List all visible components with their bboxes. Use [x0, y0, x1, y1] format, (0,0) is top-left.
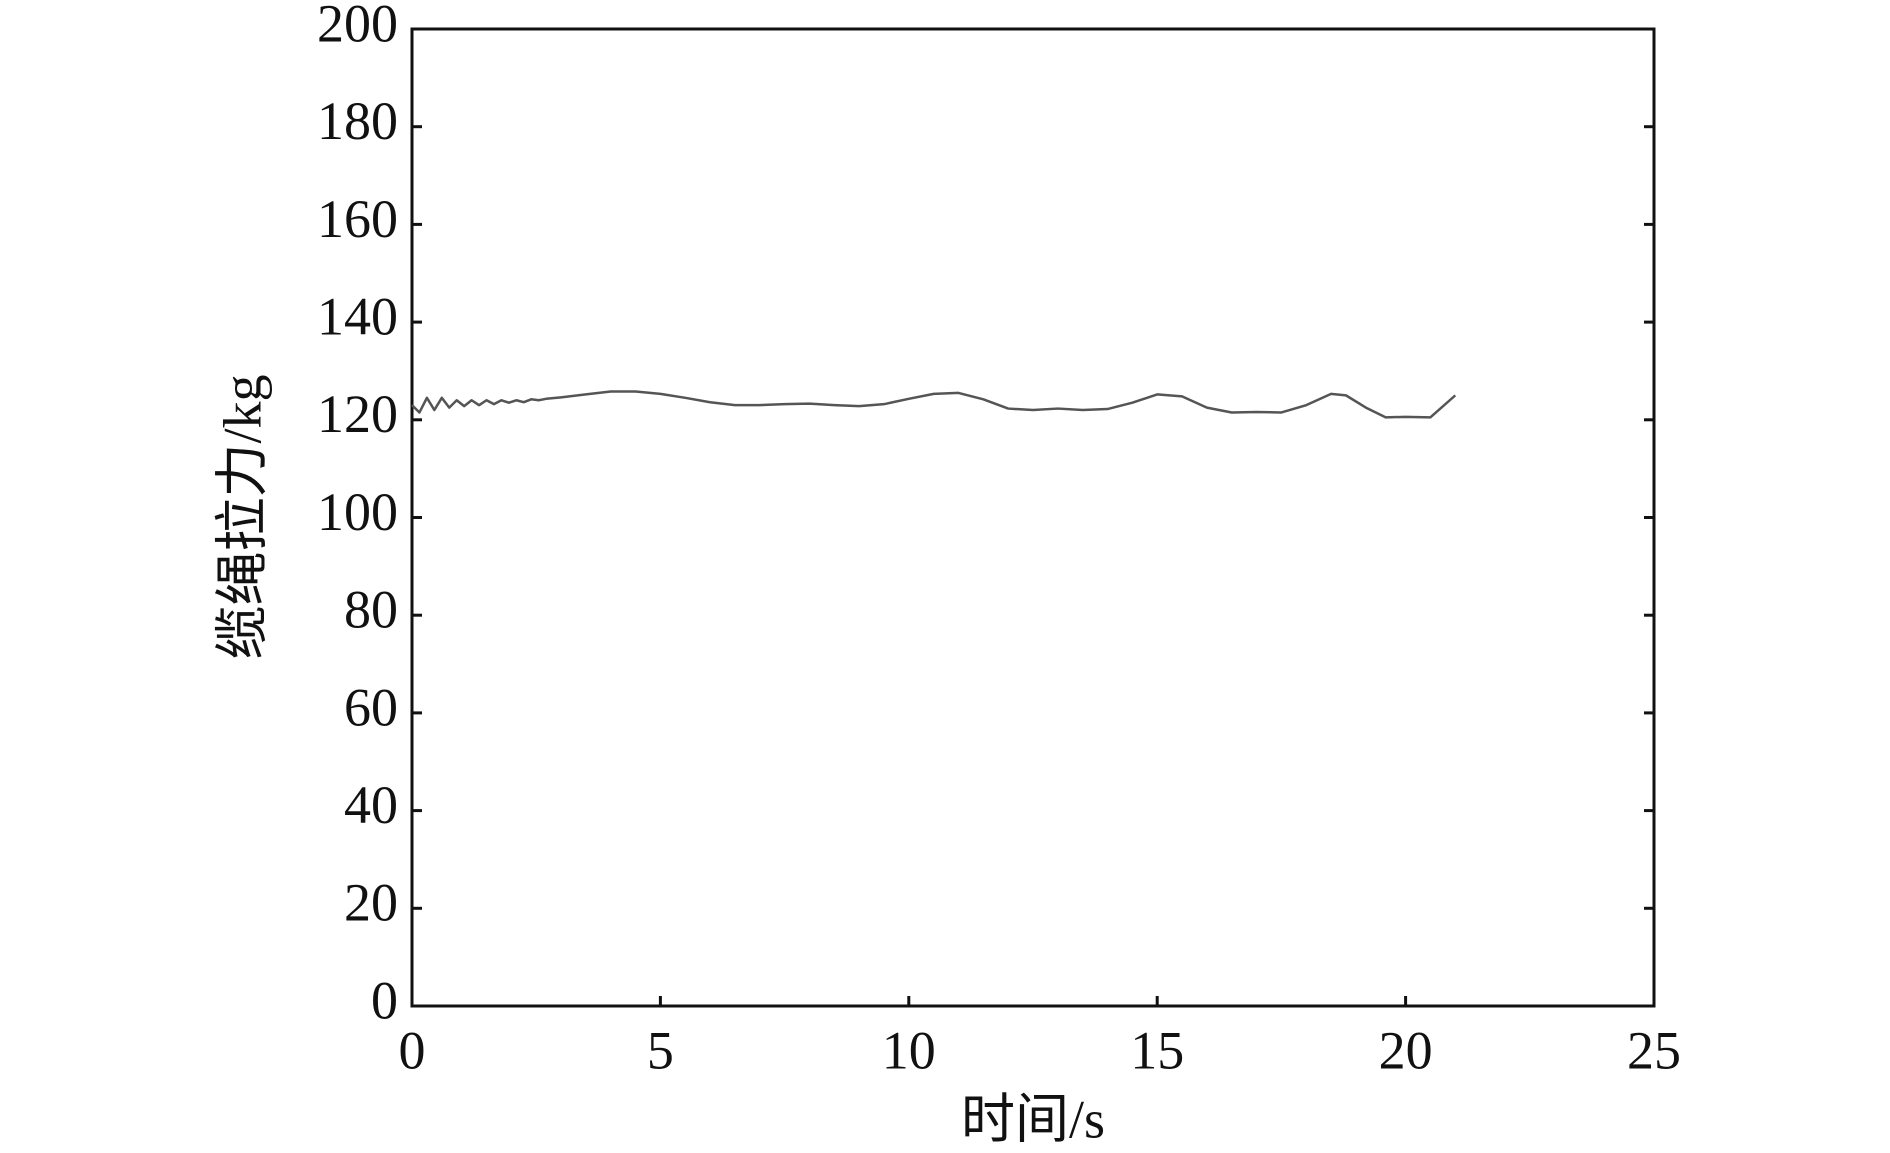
x-tick-label: 20 [1379, 1020, 1433, 1080]
y-tick-label: 200 [317, 0, 398, 53]
y-tick-label: 160 [317, 189, 398, 249]
x-tick-label: 25 [1627, 1020, 1681, 1080]
y-tick-label: 20 [344, 873, 398, 933]
y-tick-label: 120 [317, 384, 398, 444]
y-tick-label: 60 [344, 677, 398, 737]
x-tick-label: 0 [399, 1020, 426, 1080]
y-tick-label: 40 [344, 775, 398, 835]
y-tick-label: 180 [317, 91, 398, 151]
x-tick-label: 10 [882, 1020, 936, 1080]
y-tick-label: 80 [344, 580, 398, 640]
y-axis-label: 缆绳拉力/kg [212, 374, 272, 659]
plot-frame [410, 27, 1656, 1008]
y-tick-label: 100 [317, 482, 398, 542]
x-axis-label: 时间/s [961, 1089, 1105, 1149]
x-tick-label: 5 [647, 1020, 674, 1080]
y-tick-label: 0 [371, 970, 398, 1030]
line-series [411, 390, 1457, 419]
x-tick-label: 15 [1130, 1020, 1184, 1080]
y-tick-label: 140 [317, 286, 398, 346]
